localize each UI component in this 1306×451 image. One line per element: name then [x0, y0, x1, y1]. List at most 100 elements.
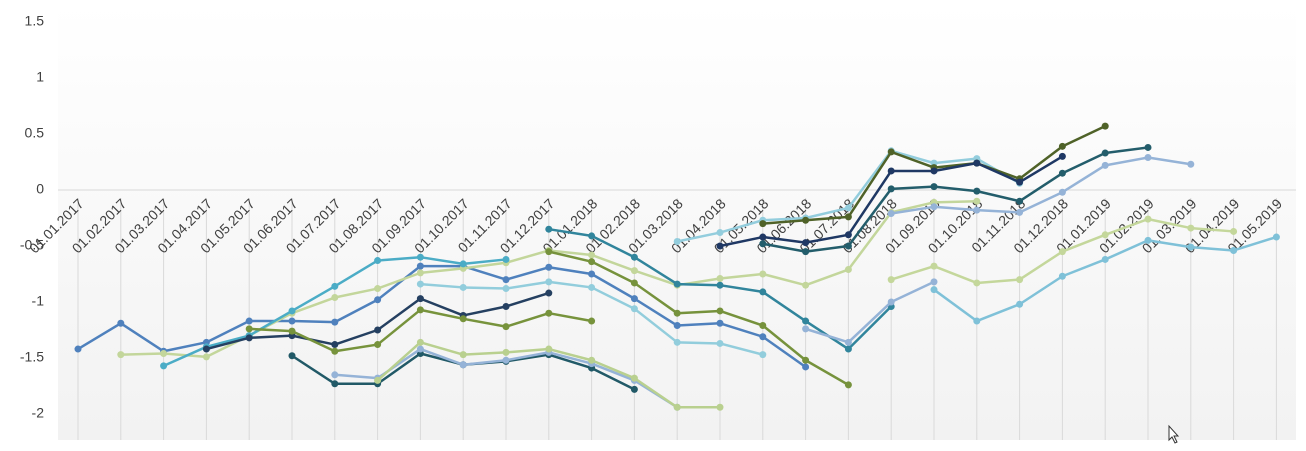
- data-point: [1058, 188, 1066, 196]
- data-point: [545, 225, 553, 233]
- data-point: [1101, 149, 1109, 157]
- data-point: [716, 281, 724, 289]
- data-point: [759, 220, 767, 228]
- data-point: [416, 345, 424, 353]
- data-point: [416, 338, 424, 346]
- data-point: [374, 376, 382, 384]
- data-point: [930, 278, 938, 286]
- data-point: [1187, 160, 1195, 168]
- data-point: [844, 213, 852, 221]
- data-point: [374, 326, 382, 334]
- data-point: [459, 351, 467, 359]
- data-point: [288, 307, 296, 315]
- y-tick-label: 1: [36, 69, 44, 85]
- data-point: [716, 229, 724, 237]
- data-point: [288, 327, 296, 335]
- data-point: [887, 167, 895, 175]
- data-point: [802, 248, 810, 256]
- data-point: [1101, 122, 1109, 130]
- data-point: [844, 266, 852, 274]
- data-point: [416, 269, 424, 277]
- data-point: [973, 317, 981, 325]
- data-point: [716, 339, 724, 347]
- data-point: [331, 380, 339, 388]
- data-point: [1144, 215, 1152, 223]
- y-tick-label: 1.5: [25, 13, 45, 29]
- data-point: [930, 203, 938, 211]
- data-point: [630, 267, 638, 275]
- data-point: [331, 347, 339, 355]
- data-point: [1101, 231, 1109, 239]
- data-point: [588, 251, 596, 259]
- y-tick-label: 0: [36, 181, 44, 197]
- data-point: [759, 240, 767, 248]
- data-point: [887, 276, 895, 284]
- data-point: [288, 317, 296, 325]
- data-point: [844, 381, 852, 389]
- data-point: [374, 341, 382, 349]
- data-point: [802, 325, 810, 333]
- data-point: [930, 167, 938, 175]
- data-point: [1144, 236, 1152, 244]
- data-point: [1058, 142, 1066, 150]
- data-point: [288, 352, 296, 360]
- data-point: [673, 322, 681, 330]
- data-point: [331, 371, 339, 379]
- data-point: [887, 185, 895, 193]
- data-point: [459, 283, 467, 291]
- data-point: [630, 385, 638, 393]
- data-point: [459, 260, 467, 268]
- series-line: [77, 264, 807, 368]
- data-point: [844, 204, 852, 212]
- data-point: [1187, 243, 1195, 251]
- data-point: [160, 350, 168, 358]
- data-point: [245, 334, 253, 342]
- data-point: [930, 286, 938, 294]
- y-tick-label: -1.5: [20, 349, 44, 365]
- data-point: [630, 305, 638, 313]
- data-point: [973, 206, 981, 214]
- data-point: [588, 232, 596, 240]
- data-point: [245, 317, 253, 325]
- data-point: [1187, 224, 1195, 232]
- data-point: [759, 270, 767, 278]
- data-point: [673, 238, 681, 246]
- data-point: [502, 323, 510, 331]
- y-tick-label: 0.5: [25, 125, 45, 141]
- data-point: [545, 309, 553, 317]
- data-point: [673, 309, 681, 317]
- data-point: [416, 280, 424, 288]
- data-point: [630, 253, 638, 261]
- data-point: [1144, 154, 1152, 162]
- data-point: [716, 403, 724, 411]
- data-point: [887, 298, 895, 306]
- data-point: [416, 306, 424, 314]
- data-point: [1144, 143, 1152, 151]
- data-point: [973, 187, 981, 195]
- data-point: [502, 356, 510, 364]
- data-point: [759, 333, 767, 341]
- data-point: [802, 356, 810, 364]
- data-point: [1016, 178, 1024, 186]
- data-point: [1016, 208, 1024, 216]
- data-point: [802, 216, 810, 224]
- data-point: [331, 341, 339, 349]
- data-point: [331, 282, 339, 290]
- data-point: [759, 288, 767, 296]
- data-point: [374, 296, 382, 304]
- data-point: [1058, 248, 1066, 256]
- data-point: [1016, 276, 1024, 284]
- data-point: [374, 285, 382, 293]
- data-point: [844, 242, 852, 250]
- data-point: [416, 262, 424, 270]
- data-point: [588, 283, 596, 291]
- data-point: [716, 319, 724, 327]
- data-point: [374, 257, 382, 265]
- data-point: [1016, 300, 1024, 308]
- data-point: [331, 294, 339, 302]
- data-point: [502, 348, 510, 356]
- data-point: [117, 351, 125, 359]
- data-point: [716, 242, 724, 250]
- data-point: [887, 210, 895, 218]
- data-point: [844, 338, 852, 346]
